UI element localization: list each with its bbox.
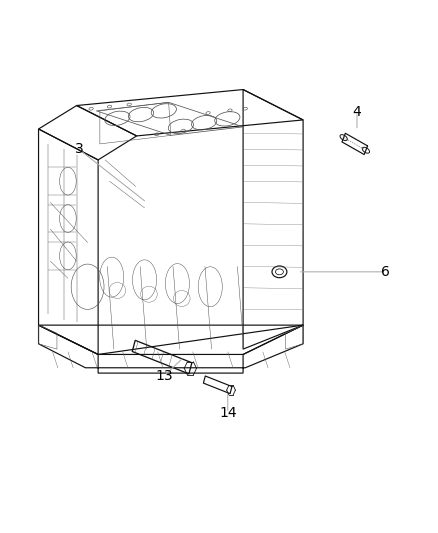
Text: 6: 6 [381, 265, 390, 279]
Text: 3: 3 [74, 142, 83, 156]
Text: 14: 14 [219, 406, 237, 420]
Text: 4: 4 [353, 105, 361, 119]
Text: 13: 13 [155, 369, 173, 383]
